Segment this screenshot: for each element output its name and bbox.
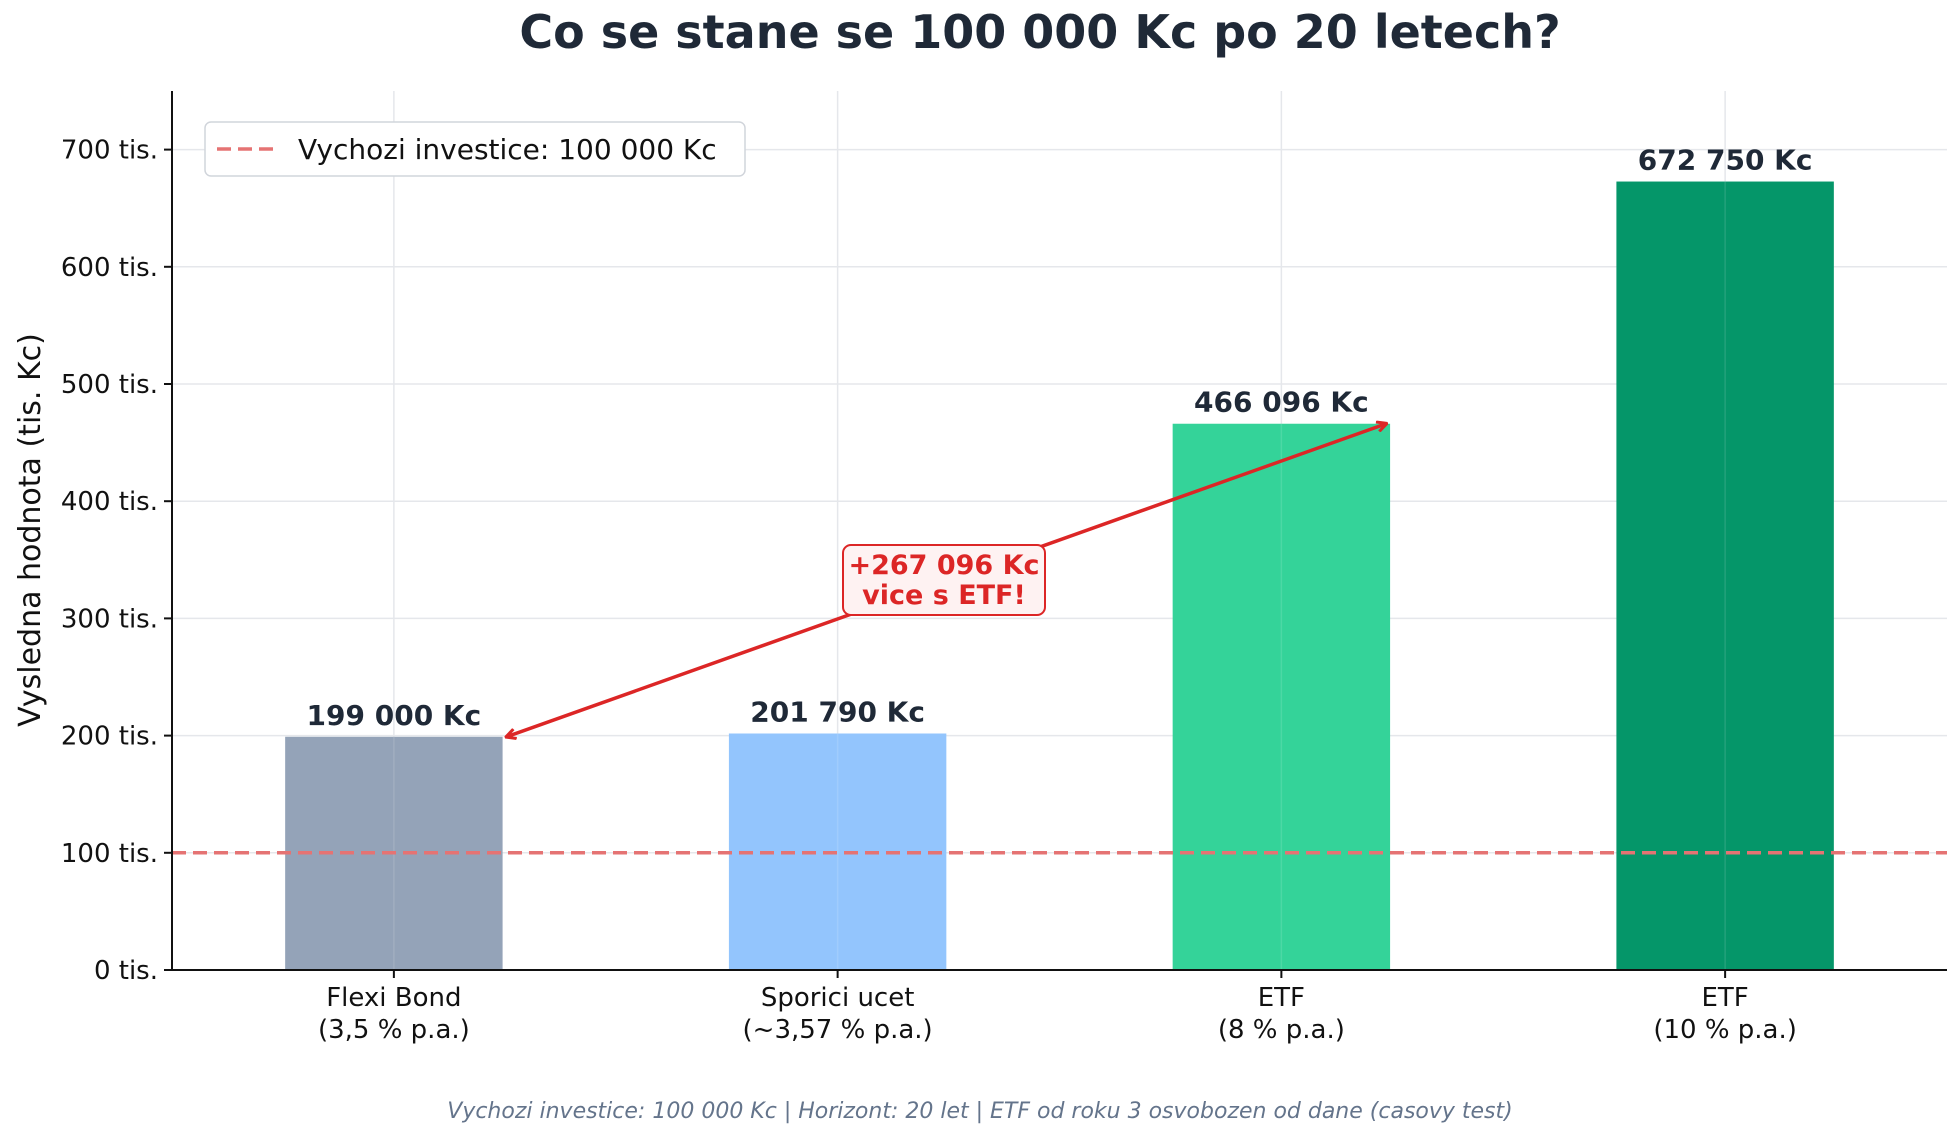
x-tick-label-line: ETF — [1258, 983, 1305, 1013]
y-axis-label: Vysledna hodnota (tis. Kc) — [13, 333, 48, 727]
legend-box — [204, 121, 746, 177]
x-tick-label-line: (10 % p.a.) — [1653, 1015, 1797, 1045]
annotation-text: +267 096 Kc — [848, 550, 1039, 581]
chart-title: Co se stane se 100 000 Kc po 20 letech? — [519, 5, 1560, 59]
bar — [1616, 181, 1834, 971]
x-tick-label-line: (~3,57 % p.a.) — [743, 1015, 933, 1045]
annotation-box — [842, 544, 1046, 616]
x-tick-label-line: Flexi Bond — [326, 983, 461, 1013]
bar-value-label: 201 790 Kc — [750, 696, 925, 729]
y-tick-label: 200 tis. — [61, 722, 158, 752]
x-tick-label-line: ETF — [1701, 983, 1748, 1013]
y-tick-label: 300 tis. — [61, 604, 158, 634]
legend: Vychozi investice: 100 000 Kc — [204, 121, 746, 177]
y-tick-label: 400 tis. — [61, 487, 158, 517]
x-tick-label-line: Sporici ucet — [761, 983, 915, 1013]
x-tick-label-line: (3,5 % p.a.) — [318, 1015, 470, 1045]
legend-label: Vychozi investice: 100 000 Kc — [298, 133, 717, 166]
y-tick-label: 700 tis. — [61, 136, 158, 166]
y-tick-label: 0 tis. — [94, 956, 158, 986]
bar-value-label: 466 096 Kc — [1194, 386, 1369, 419]
bar-value-label: 199 000 Kc — [307, 699, 482, 732]
x-tick-label: ETF (10 % p.a.) — [1653, 983, 1797, 1045]
y-tick-label: 100 tis. — [61, 839, 158, 869]
annotation-text: vice s ETF! — [862, 580, 1026, 611]
bar-value-label: 672 750 Kc — [1638, 144, 1813, 177]
x-tick-label: Flexi Bond (3,5 % p.a.) — [318, 983, 470, 1045]
y-tick-label: 600 tis. — [61, 253, 158, 283]
axes: 0 tis. 100 tis. 200 tis. 300 tis. 400 tis. 50… — [61, 91, 1947, 1045]
bar-value-labels: 199 000 Kc 201 790 Kc 466 096 Kc 672 750 Kc — [307, 144, 1813, 732]
y-tick-label: 500 tis. — [61, 370, 158, 400]
footnote: Vychozi investice: 100 000 Kc | Horizont… — [447, 1099, 1512, 1124]
x-tick-label: ETF (8 % p.a.) — [1218, 983, 1345, 1045]
x-tick-label: Sporici ucet (~3,57 % p.a.) — [743, 983, 933, 1045]
x-tick-label-line: (8 % p.a.) — [1218, 1015, 1345, 1045]
